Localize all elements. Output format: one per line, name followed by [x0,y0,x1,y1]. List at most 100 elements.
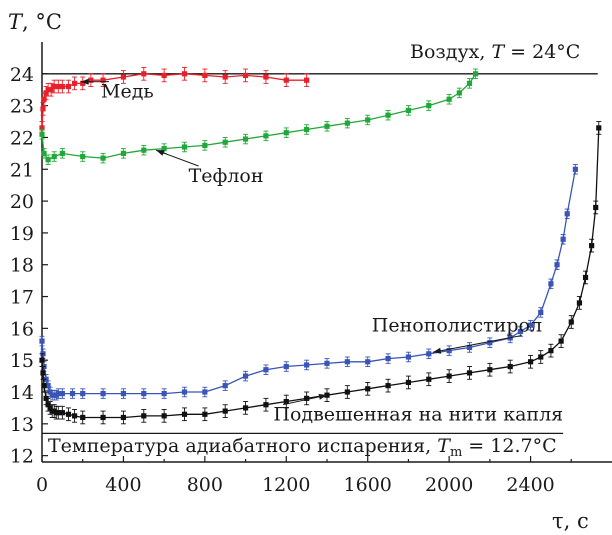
y-tick-label: 13 [10,414,34,436]
x-axis-title: τ, с [552,509,589,533]
data-point [466,80,473,86]
data-point [59,390,65,397]
series-label: Пенополистирол [372,315,542,337]
y-tick-label: 23 [10,96,34,118]
axis-ticks: 0 400 800 1200 1600 2000 2400 12 13 14 15 16 17 18 19 2… [10,64,572,496]
data-point [47,389,53,395]
data-point [405,107,412,114]
data-point [365,117,371,123]
data-point [80,80,86,86]
x-tick-label: 0 [36,474,48,496]
data-point [365,359,371,365]
data-point [548,281,554,287]
data-point [222,408,228,414]
x-tick-label: 800 [187,474,223,496]
data-point [564,211,570,217]
data-point [181,144,188,150]
data-point [527,359,534,365]
data-point [59,410,65,416]
data-point [43,90,49,96]
data-point [45,87,51,93]
data-point [576,300,583,306]
data-point [45,383,51,389]
series-label: Подвешенная на нити капля [273,404,563,426]
y-axis-title: T, °C [8,10,62,34]
data-point [242,373,249,379]
data-point [100,414,106,421]
data-point [39,125,45,131]
data-point [385,355,391,362]
data-point [181,389,188,395]
annotation-arrowhead [156,150,165,156]
data-point [304,362,310,368]
series-line [41,127,600,419]
data-point [456,90,462,96]
reference-lines [42,73,598,435]
data-point [487,367,493,373]
y-tick-label: 17 [10,287,34,309]
x-tick-label: 2400 [506,474,554,496]
data-point [222,383,228,389]
data-point [40,370,46,376]
data-point [100,155,106,161]
data-point [324,360,330,366]
data-point [304,395,310,401]
series-line [41,169,577,396]
data-point [100,390,106,397]
annotation-arrows [80,78,522,406]
data-point [120,150,127,156]
annotation-arrowhead [432,347,442,354]
y-tick-label: 19 [10,223,34,245]
data-point [426,351,432,357]
data-point [344,389,350,395]
data-point [242,72,249,79]
data-point [507,363,513,370]
data-point [517,328,523,335]
data-point [222,139,228,145]
data-point [344,359,350,365]
data-point [181,411,188,417]
data-point [100,77,106,83]
data-point [39,357,45,363]
data-point [55,410,61,416]
x-tick-label: 400 [105,474,141,496]
data-point [39,338,45,344]
data-point [446,348,452,354]
data-point [560,236,566,242]
data-point [141,147,147,153]
series-3 [39,121,602,425]
data-point [41,383,47,389]
data-point [55,83,61,90]
data-point [141,71,147,77]
data-point [40,106,46,112]
data-point [161,413,167,419]
data-point [426,376,432,382]
annotation-arrowhead [80,78,89,85]
data-point [263,74,269,80]
data-point [80,414,86,421]
data-point [59,83,65,90]
x-tick-label: 1600 [344,474,392,496]
data-point [141,390,147,397]
y-tick-label: 14 [10,382,34,404]
x-tick-label: 2000 [425,474,473,496]
data-point [161,72,167,79]
data-point [385,383,391,389]
series-2 [39,164,578,401]
data-point [283,363,289,370]
data-point [473,71,479,77]
data-point [538,354,544,360]
annotation-arrow [432,335,522,353]
data-point [222,74,228,80]
data-point [65,83,72,90]
x-tick-label: 1200 [262,474,310,496]
data-point [39,131,45,137]
data-point [263,367,269,373]
data-point [71,80,78,86]
data-point [120,74,127,80]
data-point [344,120,350,126]
data-point [589,243,595,249]
data-point [161,145,167,152]
data-point [41,150,47,156]
data-point [88,77,94,83]
